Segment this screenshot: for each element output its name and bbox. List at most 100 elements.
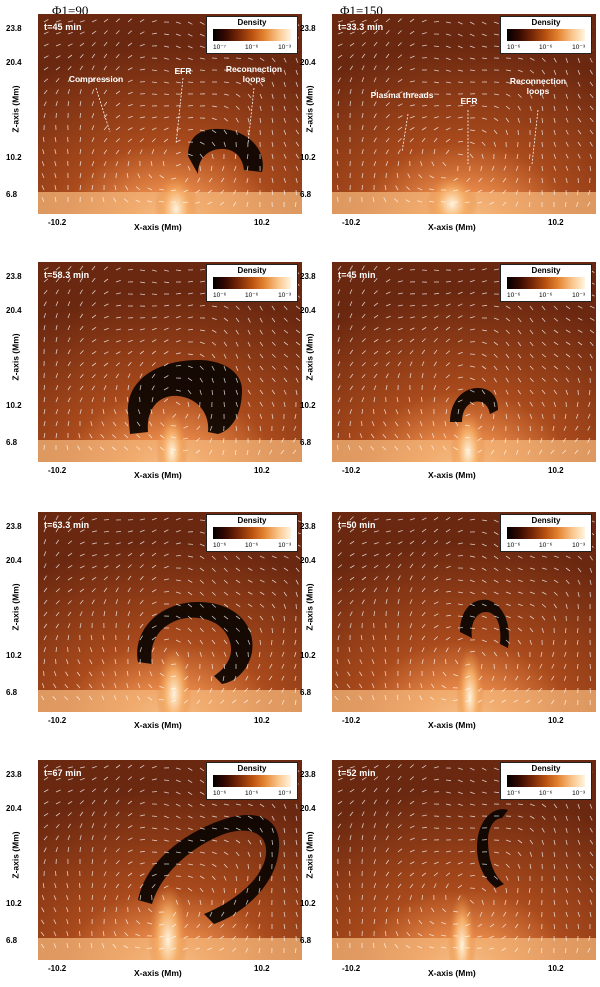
colorbar-title: Density bbox=[237, 516, 267, 525]
y-tick-label: 23.8 bbox=[6, 272, 22, 281]
y-tick-label: 6.8 bbox=[6, 688, 18, 697]
low-density-cavity bbox=[188, 128, 263, 174]
low-density-cavity bbox=[137, 602, 253, 684]
colorbar-tick: 10⁻³ bbox=[278, 44, 291, 51]
x-tick-label: 10.2 bbox=[548, 218, 564, 227]
colorbar-gradient bbox=[507, 527, 585, 539]
density-panel-5: t=63.3 min Density 10⁻⁶ 10⁻⁶ 10⁻³ bbox=[38, 512, 302, 712]
colorbar-tick: 10⁻⁶ bbox=[213, 542, 227, 549]
colorbar-tick: 10⁻⁶ bbox=[507, 790, 521, 797]
density-panel-3: t=58.3 min Density 10⁻⁶ 10⁻⁶ 10⁻³ bbox=[38, 262, 302, 462]
x-tick-label: 10.2 bbox=[548, 466, 564, 475]
colorbar-title: Density bbox=[531, 266, 561, 275]
time-label: t=67 min bbox=[44, 768, 82, 778]
y-tick-label: 6.8 bbox=[6, 190, 18, 199]
y-axis-label: Z-axis (Mm) bbox=[304, 831, 315, 879]
density-colorbar: Density 10⁻⁷ 10⁻⁶ 10⁻³ bbox=[206, 16, 298, 54]
density-map bbox=[332, 760, 596, 960]
annotation-efr: EFR bbox=[174, 66, 192, 76]
y-tick-label: 6.8 bbox=[300, 936, 312, 945]
colorbar-tick: 10⁻³ bbox=[572, 790, 585, 797]
y-tick-label: 6.8 bbox=[6, 438, 18, 447]
density-panel-8: t=52 min Density 10⁻⁶ 10⁻⁶ 10⁻³ bbox=[332, 760, 596, 960]
time-label: t=33.3 min bbox=[338, 22, 384, 32]
y-tick-label: 20.4 bbox=[300, 556, 316, 565]
y-axis-label: Z-axis (Mm) bbox=[304, 333, 315, 381]
y-tick-label: 23.8 bbox=[6, 770, 22, 779]
annotation-pointers bbox=[95, 77, 255, 145]
density-map bbox=[332, 14, 596, 214]
density-map bbox=[332, 262, 596, 462]
y-tick-label: 20.4 bbox=[300, 306, 316, 315]
x-tick-label: -10.2 bbox=[342, 466, 361, 475]
x-tick-label: 10.2 bbox=[254, 716, 270, 725]
x-tick-label: -10.2 bbox=[48, 964, 67, 973]
colorbar-title: Density bbox=[531, 764, 561, 773]
colorbar-title: Density bbox=[237, 266, 267, 275]
colorbar-gradient bbox=[507, 29, 585, 41]
colorbar-tick: 10⁻⁶ bbox=[245, 44, 259, 51]
low-density-cavity bbox=[476, 809, 508, 888]
x-axis-label: X-axis (Mm) bbox=[428, 222, 476, 232]
x-tick-label: 10.2 bbox=[254, 218, 270, 227]
y-axis-label: Z-axis (Mm) bbox=[10, 831, 21, 879]
y-tick-label: 20.4 bbox=[6, 58, 22, 67]
x-tick-label: 10.2 bbox=[548, 716, 564, 725]
y-tick-label: 23.8 bbox=[6, 522, 22, 531]
y-tick-label: 6.8 bbox=[300, 190, 312, 199]
low-density-cavity bbox=[460, 599, 509, 648]
low-density-cavity bbox=[450, 388, 498, 422]
x-tick-label: -10.2 bbox=[48, 716, 67, 725]
colorbar-tick: 10⁻⁶ bbox=[507, 542, 521, 549]
annotation-pointers bbox=[401, 109, 539, 165]
x-tick-label: -10.2 bbox=[342, 218, 361, 227]
colorbar-tick: 10⁻⁷ bbox=[213, 44, 227, 51]
annotation-plasma-threads: Plasma threads bbox=[370, 90, 434, 100]
annotation-reconnection-loops: Reconnection loops bbox=[225, 64, 283, 84]
x-axis-label: X-axis (Mm) bbox=[428, 968, 476, 978]
density-panel-2: t=33.3 min Density 10⁻⁶ 10⁻⁶ 10⁻³ Plasma thre… bbox=[332, 14, 596, 214]
colorbar-title: Density bbox=[237, 764, 267, 773]
annotation-compression: Compression bbox=[68, 74, 124, 84]
y-tick-label: 20.4 bbox=[300, 804, 316, 813]
colorbar-tick: 10⁻⁶ bbox=[245, 790, 259, 797]
density-colorbar: Density 10⁻⁶ 10⁻⁶ 10⁻³ bbox=[500, 16, 592, 54]
y-axis-label: Z-axis (Mm) bbox=[10, 333, 21, 381]
y-tick-label: 23.8 bbox=[300, 272, 316, 281]
y-tick-label: 23.8 bbox=[300, 522, 316, 531]
dense-jet bbox=[456, 647, 484, 712]
colorbar-title: Density bbox=[531, 516, 561, 525]
colorbar-gradient bbox=[507, 775, 585, 787]
x-tick-label: 10.2 bbox=[548, 964, 564, 973]
y-tick-label: 6.8 bbox=[6, 936, 18, 945]
time-label: t=58.3 min bbox=[44, 270, 90, 280]
colorbar-tick: 10⁻⁶ bbox=[213, 790, 227, 797]
colorbar-tick: 10⁻⁶ bbox=[539, 790, 553, 797]
velocity-vectors bbox=[334, 515, 595, 706]
x-axis-label: X-axis (Mm) bbox=[134, 720, 182, 730]
time-label: t=52 min bbox=[338, 768, 376, 778]
annotation-reconnection-loops: Reconnection loops bbox=[509, 76, 567, 96]
colorbar-tick: 10⁻⁶ bbox=[539, 44, 553, 51]
y-axis-label: Z-axis (Mm) bbox=[10, 85, 21, 133]
colorbar-tick: 10⁻⁶ bbox=[539, 292, 553, 299]
density-panel-6: t=50 min Density 10⁻⁶ 10⁻⁶ 10⁻³ bbox=[332, 512, 596, 712]
x-tick-label: -10.2 bbox=[342, 716, 361, 725]
dense-jet bbox=[154, 173, 198, 214]
colorbar-tick: 10⁻³ bbox=[278, 292, 291, 299]
density-colorbar: Density 10⁻⁶ 10⁻⁶ 10⁻³ bbox=[500, 264, 592, 302]
colorbar-gradient bbox=[213, 29, 291, 41]
y-axis-label: Z-axis (Mm) bbox=[304, 85, 315, 133]
colorbar-tick: 10⁻³ bbox=[278, 542, 291, 549]
y-tick-label: 23.8 bbox=[6, 24, 22, 33]
y-tick-label: 10.2 bbox=[6, 899, 22, 908]
density-panel-7: t=67 min Density 10⁻⁶ 10⁻⁶ 10⁻³ bbox=[38, 760, 302, 960]
x-tick-label: -10.2 bbox=[48, 218, 67, 227]
velocity-vectors bbox=[41, 18, 300, 208]
low-density-cavity bbox=[138, 815, 280, 924]
density-colorbar: Density 10⁻⁶ 10⁻⁶ 10⁻³ bbox=[500, 762, 592, 800]
colorbar-title: Density bbox=[237, 18, 267, 27]
x-tick-label: 10.2 bbox=[254, 964, 270, 973]
y-axis-label: Z-axis (Mm) bbox=[10, 583, 21, 631]
colorbar-title: Density bbox=[531, 18, 561, 27]
